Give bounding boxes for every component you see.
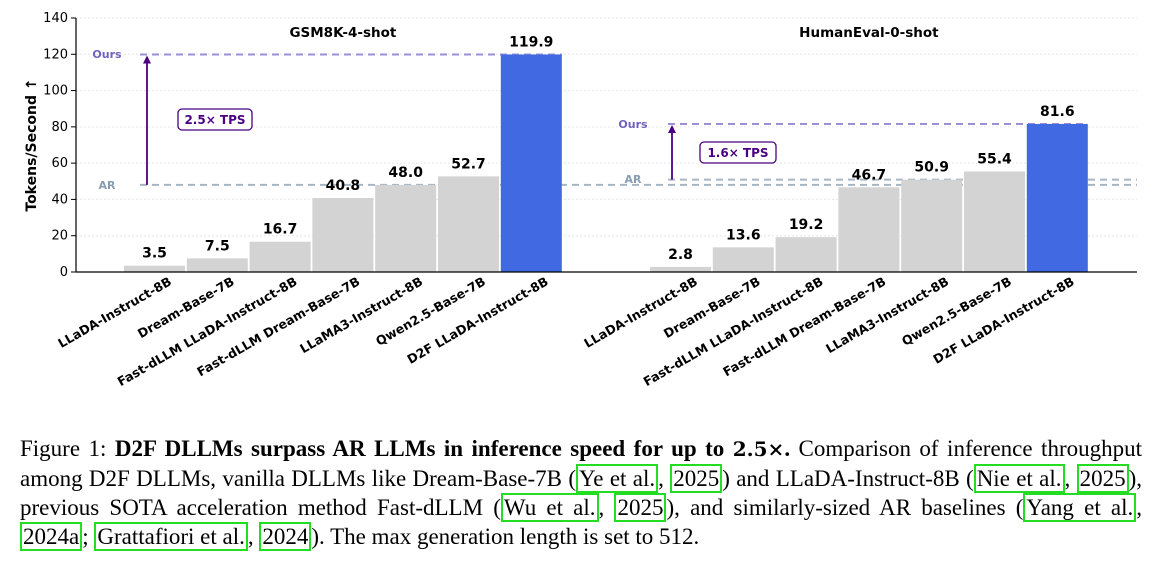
- y-tick-label: 60: [51, 156, 68, 171]
- bar: [964, 171, 1025, 272]
- bar-value-label: 3.5: [142, 246, 167, 262]
- citation-link[interactable]: Nie et al.: [973, 464, 1065, 493]
- bar: [438, 176, 499, 272]
- bar: [375, 184, 437, 272]
- y-tick-label: 120: [43, 47, 68, 62]
- y-tick-label: 40: [51, 192, 68, 207]
- y-tick-label: 140: [43, 11, 68, 26]
- bar: [901, 179, 963, 272]
- ar-label: AR: [99, 179, 117, 192]
- speedup-badge: [699, 141, 777, 164]
- bar: [838, 187, 900, 272]
- bar-value-label: 40.8: [326, 178, 361, 194]
- x-tick-label: LLaDA-Instruct-8B: [581, 274, 700, 351]
- bar-value-label: 46.7: [852, 167, 887, 183]
- y-tick-label: 0: [60, 265, 68, 280]
- citation-year-link[interactable]: 2025: [670, 464, 723, 493]
- citation-year-link[interactable]: 2025: [1076, 464, 1129, 493]
- bar: [312, 197, 374, 272]
- bar-value-label: 52.7: [451, 156, 486, 172]
- y-tick-label: 80: [51, 120, 68, 135]
- panel-title: GSM8K-4-shot: [289, 25, 396, 41]
- y-tick-label: 100: [43, 84, 68, 99]
- bar: [1026, 123, 1088, 272]
- speedup-arrowhead: [668, 124, 676, 133]
- y-tick-label: 20: [51, 229, 68, 244]
- bar-value-label: 16.7: [263, 222, 298, 238]
- bar: [650, 266, 711, 272]
- citation-link[interactable]: Grattafiori et al.: [94, 522, 248, 551]
- x-tick-label: Qwen2.5-Base-7B: [899, 274, 1014, 349]
- ar-label: AR: [625, 173, 643, 186]
- panel-title: HumanEval-0-shot: [799, 25, 939, 41]
- x-tick-label: Qwen2.5-Base-7B: [373, 274, 488, 349]
- x-tick-label: LLaDA-Instruct-8B: [55, 274, 174, 351]
- speedup-badge-label: 2.5× TPS: [184, 113, 245, 127]
- bar-value-label: 7.5: [205, 238, 230, 254]
- bar-value-label: 119.9: [509, 34, 553, 50]
- speedup-badge: [177, 108, 253, 131]
- bar-value-label: 81.6: [1040, 104, 1075, 120]
- bar: [775, 237, 837, 272]
- ours-label: Ours: [92, 48, 122, 61]
- citation-year-link[interactable]: 2025: [614, 493, 667, 522]
- citation-link[interactable]: Ye et al.: [575, 464, 659, 493]
- bar-value-label: 50.9: [914, 160, 949, 176]
- ours-label: Ours: [618, 118, 648, 131]
- citation-link[interactable]: Yang et al.: [1023, 493, 1137, 522]
- caption-speedup-math: 2.5×: [732, 437, 785, 461]
- speedup-arrowhead: [143, 55, 151, 64]
- bar-value-label: 13.6: [726, 227, 761, 243]
- figure-caption: Figure 1: D2F DLLMs surpass AR LLMs in i…: [20, 436, 1143, 551]
- bar: [186, 258, 248, 272]
- bar: [712, 247, 774, 272]
- y-axis-label: Tokens/Second ↑: [24, 78, 40, 211]
- caption-prefix: Figure 1:: [20, 436, 115, 461]
- bar: [500, 54, 562, 272]
- citation-year-link[interactable]: 2024a: [20, 522, 83, 551]
- bar-value-label: 2.8: [668, 247, 693, 263]
- bar: [124, 265, 185, 272]
- bar: [249, 241, 311, 272]
- bar-value-label: 19.2: [789, 217, 824, 233]
- bar-chart-figure: 0 20 40 60 80 100 120 140 Tokens/Second ↑ 3.5 LLaD…: [24, 11, 1137, 389]
- citation-link[interactable]: Wu et al.: [500, 493, 599, 522]
- bar-value-label: 55.4: [977, 151, 1012, 167]
- citation-year-link[interactable]: 2024: [259, 522, 312, 551]
- bar-value-label: 48.0: [388, 165, 423, 181]
- speedup-badge-label: 1.6× TPS: [707, 146, 768, 160]
- caption-bold-title: D2F DLLMs surpass AR LLMs in inference s…: [114, 436, 791, 461]
